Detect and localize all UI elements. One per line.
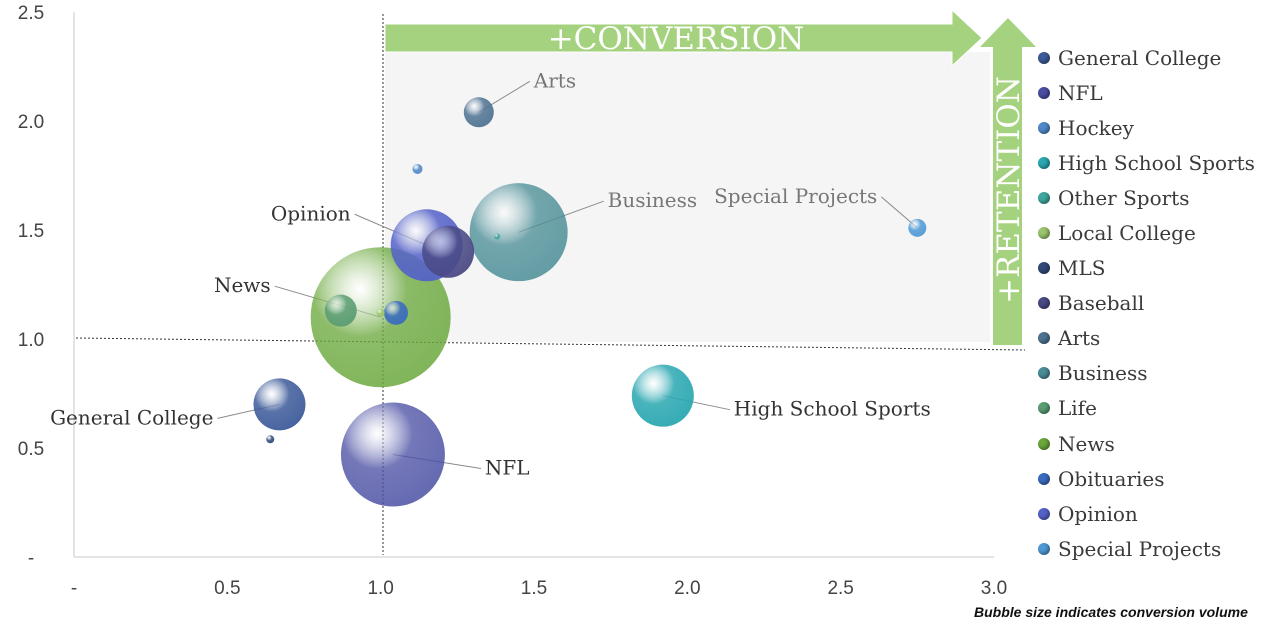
legend-label: Arts [1058, 326, 1101, 351]
legend-item-business: Business [1038, 356, 1286, 391]
legend-swatch [1038, 156, 1050, 169]
y-tick-label: 0.5 [18, 439, 44, 460]
data-labels: Arts Opinion Business News Special Projects G… [50, 68, 931, 479]
x-tick-label: 2.0 [674, 578, 700, 599]
legend-swatch [1038, 402, 1050, 415]
conversion-arrow-shape [384, 8, 983, 68]
legend-swatch [1038, 86, 1050, 99]
y-tick-label: 1.0 [18, 330, 44, 351]
bubble-obituaries [384, 300, 408, 325]
legend-label: Baseball [1058, 291, 1145, 316]
legend-item-other-sports: Other Sports [1038, 180, 1286, 215]
x-tick-label: 1.5 [521, 578, 547, 599]
legend-item-nfl: NFL [1038, 75, 1286, 110]
legend: General College NFL Hockey High School Spor… [1038, 40, 1286, 566]
legend-item-special-projects: Special Projects [1038, 531, 1286, 566]
legend-label: High School Sports [1058, 150, 1255, 175]
legend-swatch [1038, 227, 1050, 240]
x-tick-label: 1.0 [367, 578, 393, 599]
legend-label: NFL [1058, 80, 1103, 105]
retention-arrow-shape [980, 18, 1036, 345]
x-tick-label: 0.5 [214, 578, 240, 599]
bubble-news [310, 247, 451, 388]
legend-swatch [1038, 262, 1050, 275]
legend-swatch [1038, 437, 1050, 450]
legend-swatch [1038, 472, 1050, 485]
data-label-nfl: NFL [485, 456, 530, 480]
legend-swatch [1038, 542, 1050, 555]
conversion-arrow: +CONVERSION [384, 8, 983, 68]
legend-item-general-college: General College [1038, 40, 1286, 75]
bubble-life [324, 294, 357, 327]
legend-label: Local College [1058, 221, 1196, 246]
bubble-special-projects [908, 218, 927, 237]
legend-label: Life [1058, 396, 1097, 421]
y-tick-label: 1.5 [18, 221, 44, 242]
legend-label: Hockey [1058, 115, 1134, 140]
legend-label: Opinion [1058, 501, 1138, 526]
legend-swatch [1038, 297, 1050, 310]
x-tick-label: 2.5 [827, 578, 853, 599]
bubble-hockey [412, 163, 423, 174]
legend-item-obituaries: Obituaries [1038, 461, 1286, 496]
legend-label: Special Projects [1058, 536, 1222, 561]
x-tick-label: 3.0 [981, 578, 1007, 599]
legend-item-local-college: Local College [1038, 215, 1286, 250]
bubble-local-college [376, 308, 385, 317]
legend-item-hockey: Hockey [1038, 110, 1286, 145]
bubble-high-school-sports [631, 364, 694, 427]
conversion-arrow-label: +CONVERSION [548, 21, 805, 57]
legend-item-arts: Arts [1038, 321, 1286, 356]
data-label-high-school-sports: High School Sports [734, 397, 931, 421]
bubble-mls [266, 435, 275, 444]
legend-label: General College [1058, 45, 1222, 70]
tick-labels: - 0.5 1.0 1.5 2.0 2.5 3.0 - 0.5 1.0 1.5 2.0 2.5 [18, 3, 1007, 599]
legend-item-life: Life [1038, 391, 1286, 426]
legend-item-opinion: Opinion [1038, 496, 1286, 531]
legend-swatch [1038, 332, 1050, 345]
legend-label: MLS [1058, 256, 1106, 281]
legend-label: Obituaries [1058, 466, 1165, 491]
legend-item-news: News [1038, 426, 1286, 461]
y-tick-label: - [28, 548, 34, 569]
legend-item-mls: MLS [1038, 251, 1286, 286]
retention-arrow: +RETENTION [980, 18, 1036, 345]
data-label-opinion: Opinion [271, 201, 351, 225]
legend-swatch [1038, 191, 1050, 204]
x-tick-label: - [71, 578, 77, 599]
legend-item-high-school-sports: High School Sports [1038, 145, 1286, 180]
bubble-arts [463, 97, 494, 128]
data-label-special-projects: Special Projects [714, 184, 877, 208]
legend-label: Other Sports [1058, 185, 1190, 210]
data-label-arts: Arts [533, 68, 576, 92]
legend-item-baseball: Baseball [1038, 286, 1286, 321]
legend-label: Business [1058, 361, 1148, 386]
legend-swatch [1038, 51, 1050, 64]
retention-arrow-label: +RETENTION [991, 76, 1027, 304]
data-label-general-college: General College [50, 405, 213, 429]
y-tick-label: 2.0 [18, 112, 44, 133]
legend-swatch [1038, 121, 1050, 134]
footnote: Bubble size indicates conversion volume [974, 604, 1248, 620]
bubble-other-sports [494, 233, 501, 240]
bubble-business [469, 183, 568, 282]
bubble-nfl [340, 402, 445, 507]
y-tick-label: 2.5 [18, 3, 44, 24]
legend-swatch [1038, 507, 1050, 520]
bubble-baseball [422, 225, 475, 278]
legend-swatch [1038, 367, 1050, 380]
bubbles [253, 97, 927, 507]
bubble-general-college [253, 378, 306, 431]
data-label-business: Business [608, 188, 697, 212]
data-label-news: News [214, 273, 271, 297]
legend-label: News [1058, 431, 1115, 456]
